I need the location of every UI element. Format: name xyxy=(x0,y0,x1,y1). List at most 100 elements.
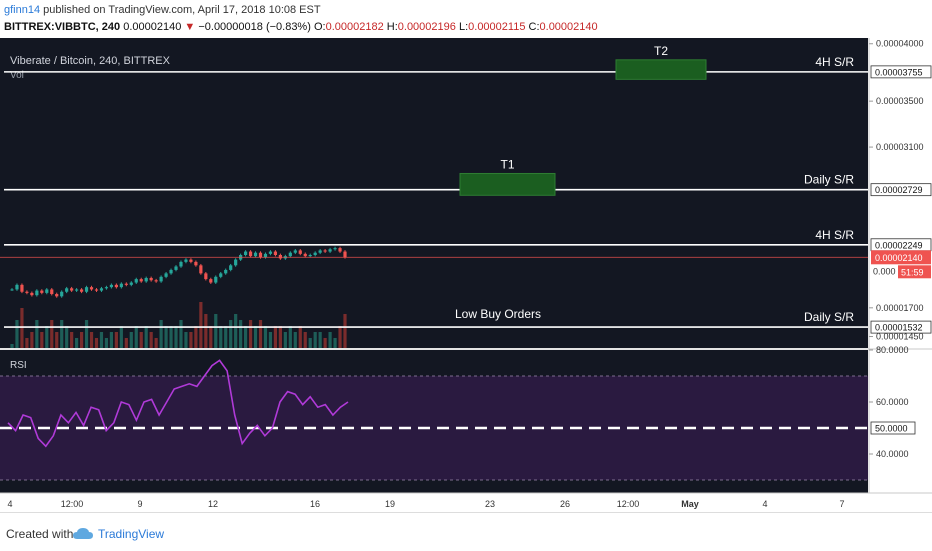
rsi-tick-label: 40.0000 xyxy=(876,449,909,459)
price-tick-label: 0.00003500 xyxy=(876,96,924,106)
time-axis-background xyxy=(0,493,932,512)
candle-body xyxy=(224,269,228,274)
candle-body xyxy=(209,279,213,283)
high-label: H: xyxy=(386,21,398,33)
current-price-label: 0.00002140 xyxy=(875,253,923,263)
time-tick-label: 7 xyxy=(839,499,844,509)
candle-body xyxy=(234,259,238,266)
volume-bar xyxy=(313,332,317,348)
volume-bar xyxy=(258,320,263,348)
target-box xyxy=(615,59,707,80)
candle-body xyxy=(258,252,263,258)
volume-bar xyxy=(109,332,114,348)
candle-body xyxy=(184,259,188,262)
tradingview-cloud-icon xyxy=(73,528,93,539)
candle-body xyxy=(318,250,322,253)
candle-body xyxy=(10,289,14,291)
volume-bar xyxy=(129,332,133,348)
candle-body xyxy=(263,253,268,258)
volume-bar xyxy=(35,320,39,348)
volume-bar xyxy=(25,338,29,348)
candle-body xyxy=(129,282,133,285)
volume-bar xyxy=(30,332,34,348)
candle-body xyxy=(308,255,312,257)
volume-bar xyxy=(154,338,158,348)
candle-body xyxy=(288,252,292,257)
symbol-name: BITTREX:VIBBTC, 240 xyxy=(4,21,121,33)
volume-bar xyxy=(234,314,238,348)
volume-bar xyxy=(273,326,278,348)
close-value: 0.00002140 xyxy=(539,21,598,33)
candle-body xyxy=(119,283,123,288)
volume-bar xyxy=(219,326,223,348)
volume-bar xyxy=(318,332,322,348)
time-tick-label: 4 xyxy=(762,499,767,509)
footer: Created with TradingView xyxy=(0,512,932,551)
current-price-box xyxy=(871,250,931,265)
rsi-tick-label: 80.0000 xyxy=(876,345,909,355)
candle-body xyxy=(65,288,69,292)
candle-body xyxy=(89,287,94,290)
candle-body xyxy=(79,289,84,292)
volume-bar xyxy=(298,326,302,348)
candle-body xyxy=(144,277,148,282)
volume-bar xyxy=(45,326,49,348)
volume-bar xyxy=(134,326,138,348)
level-label: 4H S/R xyxy=(815,228,854,242)
countdown-box xyxy=(898,265,931,279)
candle-body xyxy=(164,273,168,277)
volume-bar xyxy=(343,314,347,348)
volume-bar xyxy=(89,332,94,348)
last-price: 0.00002140 xyxy=(123,21,182,33)
candle-body xyxy=(199,265,203,274)
time-tick-label: 23 xyxy=(485,499,495,509)
time-tick-label: 16 xyxy=(310,499,320,509)
candle-body xyxy=(278,255,282,259)
publish-line: gfinn14 published on TradingView.com, Ap… xyxy=(4,4,321,16)
volume-bar xyxy=(243,326,248,348)
level-label: 4H S/R xyxy=(815,55,854,69)
volume-bar xyxy=(253,326,258,348)
volume-bar xyxy=(79,332,84,348)
chart-header: gfinn14 published on TradingView.com, Ap… xyxy=(0,0,932,38)
volume-bar xyxy=(124,338,128,348)
candle-body xyxy=(99,288,104,291)
candle-body xyxy=(94,289,99,291)
price-tick-label: 0.00001700 xyxy=(876,303,924,313)
candle-body xyxy=(50,289,54,295)
candle-body xyxy=(84,287,89,292)
author-link[interactable]: gfinn14 xyxy=(4,4,41,16)
candle-body xyxy=(40,290,44,293)
rsi-current-label: 50.0000 xyxy=(875,424,908,434)
candle-body xyxy=(159,276,163,282)
level-price-box xyxy=(870,183,932,197)
volume-bar xyxy=(99,332,104,348)
countdown-label: 51:59 xyxy=(901,267,924,277)
volume-bar xyxy=(194,326,198,348)
candle-body xyxy=(253,252,258,257)
candle-body xyxy=(293,250,297,253)
volume-bar xyxy=(204,314,208,348)
volume-bar xyxy=(114,332,118,348)
price-tick-label: 0.00004000 xyxy=(876,39,924,49)
time-tick-label: May xyxy=(681,499,699,509)
time-tick-label: 12 xyxy=(208,499,218,509)
volume-bar xyxy=(268,332,273,348)
volume-bar xyxy=(144,326,148,348)
tradingview-link[interactable]: TradingView xyxy=(98,527,165,541)
volume-bar xyxy=(65,326,69,348)
candle-body xyxy=(139,279,143,282)
volume-label: Vol xyxy=(10,70,24,81)
volume-bar xyxy=(278,326,282,348)
candle-body xyxy=(169,269,173,274)
volume-bar xyxy=(288,326,292,348)
candle-body xyxy=(30,292,34,296)
candle-body xyxy=(204,273,208,280)
trading-chart[interactable]: 0.00004000 0.00003500 0.00003100 0.00001700… xyxy=(0,38,932,512)
candle-body xyxy=(273,251,278,255)
candle-body xyxy=(323,250,327,252)
candle-body xyxy=(35,290,39,296)
volume-bar xyxy=(214,314,218,348)
price-tick-label: 0.00001450 xyxy=(876,332,924,342)
level-price-box xyxy=(870,320,932,334)
